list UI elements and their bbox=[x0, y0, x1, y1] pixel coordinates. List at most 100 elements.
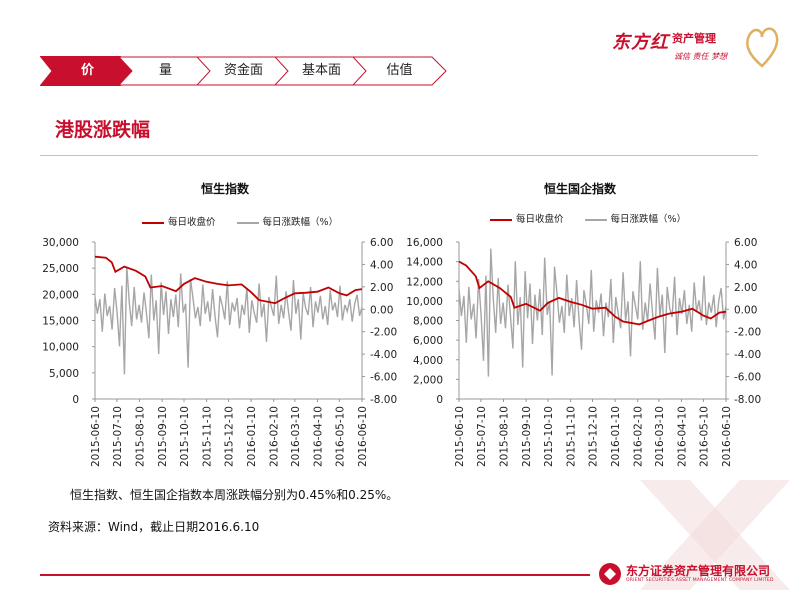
x-tick-label: 2016-01-10 bbox=[246, 406, 258, 467]
legend-hsi: 每日收盘价 每日涨跌幅（%） bbox=[142, 214, 356, 228]
x-tick-label: 2015-12-10 bbox=[588, 406, 600, 467]
legend-hscei: 每日收盘价 每日涨跌幅（%） bbox=[490, 211, 704, 225]
y-right-tick-label: 2.00 bbox=[370, 282, 393, 294]
x-tick-label: 2016-04-10 bbox=[677, 406, 689, 467]
y-left-tick-label: 10,000 bbox=[42, 342, 79, 354]
chart-title-hsi: 恒生指数 bbox=[200, 182, 249, 196]
y-right-tick-label: -6.00 bbox=[370, 372, 397, 384]
footer-emblem-icon bbox=[599, 563, 621, 585]
brand-name: 东方红 bbox=[612, 32, 669, 53]
x-tick-label: 2016-02-10 bbox=[269, 406, 281, 467]
y-left-tick-label: 16,000 bbox=[406, 237, 443, 249]
legend-swatch-close bbox=[490, 218, 512, 221]
x-tick-label: 2015-09-10 bbox=[157, 406, 169, 467]
heart-logo-icon bbox=[746, 27, 779, 68]
x-tick-label: 2016-04-10 bbox=[313, 406, 325, 467]
legend-label-change: 每日涨跌幅（%） bbox=[262, 217, 339, 228]
series-line-close-price bbox=[458, 260, 727, 326]
y-left-tick-label: 0 bbox=[72, 394, 79, 406]
divider bbox=[40, 155, 758, 156]
x-tick-label: 2015-08-10 bbox=[499, 406, 511, 467]
footer-company-en: ORIENT SECURITIES ASSET MANAGEMENT COMPA… bbox=[626, 578, 774, 583]
y-right-tick-label: 4.00 bbox=[734, 259, 757, 271]
y-right-tick-label: -6.00 bbox=[734, 372, 761, 384]
series-line-close-price bbox=[94, 255, 363, 305]
x-tick-label: 2015-08-10 bbox=[135, 406, 147, 467]
y-left-tick-label: 8,000 bbox=[413, 316, 443, 328]
legend-swatch-change bbox=[236, 221, 259, 224]
x-tick-label: 2016-05-10 bbox=[334, 406, 346, 467]
x-tick-label: 2015-07-10 bbox=[476, 406, 488, 467]
chart-hsi: 0 5,000 10,000 15,000 20,000 25,000 30,000 -8.0… bbox=[42, 237, 397, 467]
y-right-tick-label: 0.00 bbox=[734, 304, 757, 316]
tab-price[interactable]: 价 bbox=[40, 56, 135, 86]
y-left-tick-label: 10,000 bbox=[406, 296, 443, 308]
summary-text: 恒生指数、恒生国企指数本周涨跌幅分别为0.45%和0.25%。 bbox=[70, 488, 399, 502]
legend-item-close: 每日收盘价 bbox=[490, 211, 564, 225]
y-left-tick-label: 20,000 bbox=[42, 289, 79, 301]
tab-label: 量 bbox=[158, 63, 172, 78]
x-tick-label: 2015-09-10 bbox=[521, 406, 533, 467]
y-right-tick-label: 0.00 bbox=[370, 304, 393, 316]
y-right-tick-label: -8.00 bbox=[370, 394, 397, 406]
brand-logo: 东方红 资产管理 诚信 责任 梦想 bbox=[612, 22, 782, 72]
y-right-tick-label: -8.00 bbox=[734, 394, 761, 406]
x-tick-label: 2016-03-10 bbox=[654, 406, 666, 467]
x-tick-label: 2016-01-10 bbox=[610, 406, 622, 467]
section-title: 港股涨跌幅 bbox=[55, 119, 151, 141]
legend-label-close: 每日收盘价 bbox=[168, 217, 216, 228]
y-right-tick-label: 6.00 bbox=[370, 237, 393, 249]
footer-line bbox=[40, 574, 590, 576]
y-right-tick-label: -2.00 bbox=[734, 327, 761, 339]
tab-label: 基本面 bbox=[301, 63, 341, 78]
x-tick-label: 2015-06-10 bbox=[90, 406, 102, 467]
y-right-tick-label: 6.00 bbox=[734, 237, 757, 249]
footer-company-cn: 东方证券资产管理有限公司 bbox=[626, 564, 771, 578]
tab-label: 资金面 bbox=[223, 63, 263, 78]
x-tick-label: 2015-07-10 bbox=[112, 406, 124, 467]
y-right-tick-label: -2.00 bbox=[370, 327, 397, 339]
x-tick-label: 2016-06-10 bbox=[357, 406, 369, 467]
watermark-x-icon bbox=[640, 480, 790, 590]
x-tick-label: 2015-11-10 bbox=[566, 406, 578, 467]
chart-hscei: 0 2,000 4,000 6,000 8,000 10,000 12,000 14,000 1… bbox=[406, 237, 761, 467]
y-left-tick-label: 30,000 bbox=[42, 237, 79, 249]
tab-fundamentals[interactable]: 基本面 bbox=[274, 56, 369, 86]
legend-swatch-close bbox=[142, 221, 164, 224]
source-note: 资料来源：Wind，截止日期2016.6.10 bbox=[48, 520, 260, 534]
legend-item-close: 每日收盘价 bbox=[142, 214, 216, 228]
brand-subtitle: 资产管理 bbox=[672, 32, 716, 45]
y-left-tick-label: 6,000 bbox=[413, 335, 443, 347]
tab-valuation-shape bbox=[352, 56, 447, 86]
series-line-daily-change bbox=[458, 248, 727, 377]
x-tick-label: 2015-12-10 bbox=[224, 406, 236, 467]
y-left-tick-label: 15,000 bbox=[42, 316, 79, 328]
y-left-tick-label: 0 bbox=[436, 394, 443, 406]
y-left-tick-label: 25,000 bbox=[42, 263, 79, 275]
tab-price-shape bbox=[40, 56, 135, 86]
tab-label: 估值 bbox=[386, 63, 413, 78]
x-tick-label: 2016-02-10 bbox=[633, 406, 645, 467]
y-right-tick-label: -4.00 bbox=[370, 349, 397, 361]
series-line-daily-change bbox=[94, 266, 363, 375]
x-tick-label: 2016-05-10 bbox=[698, 406, 710, 467]
x-tick-label: 2016-03-10 bbox=[290, 406, 302, 467]
y-left-tick-label: 12,000 bbox=[406, 276, 443, 288]
y-right-tick-label: 4.00 bbox=[370, 259, 393, 271]
y-left-tick-label: 5,000 bbox=[49, 368, 79, 380]
legend-item-change: 每日涨跌幅（%） bbox=[236, 214, 339, 228]
legend-label-close: 每日收盘价 bbox=[516, 214, 564, 225]
x-tick-label: 2015-11-10 bbox=[202, 406, 214, 467]
y-right-tick-label: 2.00 bbox=[734, 282, 757, 294]
brand-slogan: 诚信 责任 梦想 bbox=[674, 52, 728, 61]
x-tick-label: 2015-10-10 bbox=[179, 406, 191, 467]
tab-valuation[interactable]: 估值 bbox=[352, 56, 447, 86]
legend-item-change: 每日涨跌幅（%） bbox=[584, 211, 687, 225]
y-left-tick-label: 2,000 bbox=[413, 374, 443, 386]
legend-label-change: 每日涨跌幅（%） bbox=[610, 214, 687, 225]
footer-logo: 东方证券资产管理有限公司 ORIENT SECURITIES ASSET MAN… bbox=[598, 560, 788, 590]
chart-title-hscei: 恒生国企指数 bbox=[543, 182, 616, 196]
y-left-tick-label: 14,000 bbox=[406, 257, 443, 269]
x-tick-label: 2015-06-10 bbox=[454, 406, 466, 467]
tab-label: 价 bbox=[80, 63, 94, 78]
